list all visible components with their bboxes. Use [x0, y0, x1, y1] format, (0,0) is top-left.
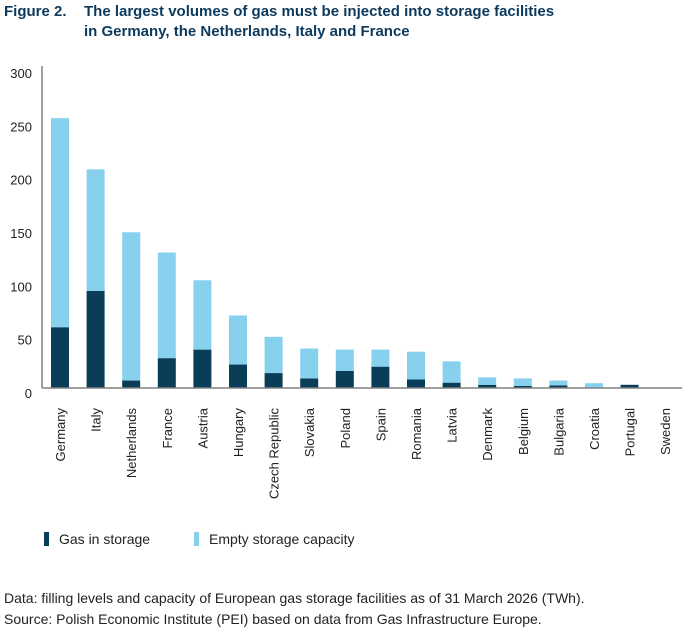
bar-empty-capacity [300, 348, 319, 379]
bar-gas-in-storage [620, 384, 639, 388]
x-tick-label: Romania [409, 407, 424, 460]
x-tick-label: Belgium [516, 408, 531, 455]
source-note: Source: Polish Economic Institute (PEI) … [4, 611, 542, 627]
bar-gas-in-storage [122, 380, 141, 388]
y-tick-label: 250 [10, 119, 32, 134]
bar-empty-capacity [229, 315, 247, 365]
bar-gas-in-storage [300, 378, 319, 388]
bar-empty-capacity [86, 169, 105, 291]
bar-gas-in-storage [157, 358, 176, 388]
x-tick-label: Poland [338, 408, 353, 448]
bar-gas-in-storage [513, 385, 532, 388]
y-tick-label: 300 [10, 66, 32, 81]
legend-swatch-gas-in-storage [44, 532, 49, 546]
chart-notes: Data: filling levels and capacity of Eur… [4, 588, 585, 630]
y-tick-label: 200 [10, 173, 32, 188]
x-tick-label: Spain [373, 408, 388, 441]
bar-empty-capacity [513, 378, 532, 386]
x-tick-label: Austria [195, 407, 210, 448]
stacked-bar-chart: 0 50 100 150 200 250 300 Germany Italy Netherland… [10, 66, 682, 500]
bar-empty-capacity [585, 383, 603, 388]
bar-empty-capacity [442, 361, 461, 383]
bar-empty-capacity [549, 380, 568, 386]
x-tick-label: France [160, 408, 175, 448]
x-tick-label: Portugal [623, 408, 638, 457]
bar-gas-in-storage [549, 385, 568, 388]
bar-empty-capacity [264, 336, 283, 374]
bar-gas-in-storage [193, 349, 212, 388]
figure-label: Figure 2. [4, 3, 67, 20]
x-tick-label: Germany [53, 408, 68, 462]
y-tick-label: 150 [10, 226, 32, 241]
legend-label: Empty storage capacity [209, 531, 355, 547]
x-tick-label: Czech Republic [267, 408, 282, 500]
legend-label: Gas in storage [59, 531, 151, 547]
data-note: Data: filling levels and capacity of Eur… [4, 590, 585, 606]
bar-gas-in-storage [371, 366, 390, 388]
y-tick-label: 100 [10, 279, 32, 294]
figure-title-line1: The largest volumes of gas must be injec… [84, 3, 555, 20]
legend-item-gas-in-storage: Gas in storage [44, 531, 150, 547]
bar-gas-in-storage [478, 384, 497, 388]
bar-empty-capacity [193, 280, 212, 350]
bar-gas-in-storage [229, 364, 247, 388]
x-tick-label: Sweden [658, 408, 673, 455]
bar-gas-in-storage [407, 379, 425, 388]
legend-swatch-empty-capacity [194, 532, 199, 546]
x-tick-label: Croatia [587, 407, 602, 450]
x-tick-label: Slovakia [302, 407, 317, 457]
bar-gas-in-storage [442, 382, 461, 388]
bar-empty-capacity [157, 252, 176, 359]
bar-empty-capacity [51, 118, 69, 328]
x-tick-label: Bulgaria [551, 407, 566, 455]
x-tick-label: Latvia [445, 407, 460, 442]
bar-empty-capacity [122, 232, 141, 381]
bar-empty-capacity [407, 351, 425, 380]
y-tick-label: 0 [25, 386, 32, 401]
bar-gas-in-storage [51, 327, 69, 388]
figure-title-line2: in Germany, the Netherlands, Italy and F… [84, 23, 410, 40]
legend-item-empty-capacity: Empty storage capacity [194, 531, 355, 547]
bar-gas-in-storage [86, 290, 105, 388]
bar-gas-in-storage [264, 373, 283, 388]
y-tick-label: 50 [18, 333, 32, 348]
x-tick-label: Netherlands [124, 408, 139, 479]
bar-empty-capacity [335, 349, 354, 371]
x-tick-label: Italy [89, 408, 104, 432]
bar-empty-capacity [371, 349, 390, 367]
x-tick-label: Denmark [480, 408, 495, 461]
bar-gas-in-storage [335, 370, 354, 388]
bar-empty-capacity [478, 377, 497, 385]
x-tick-label: Hungary [231, 408, 246, 458]
